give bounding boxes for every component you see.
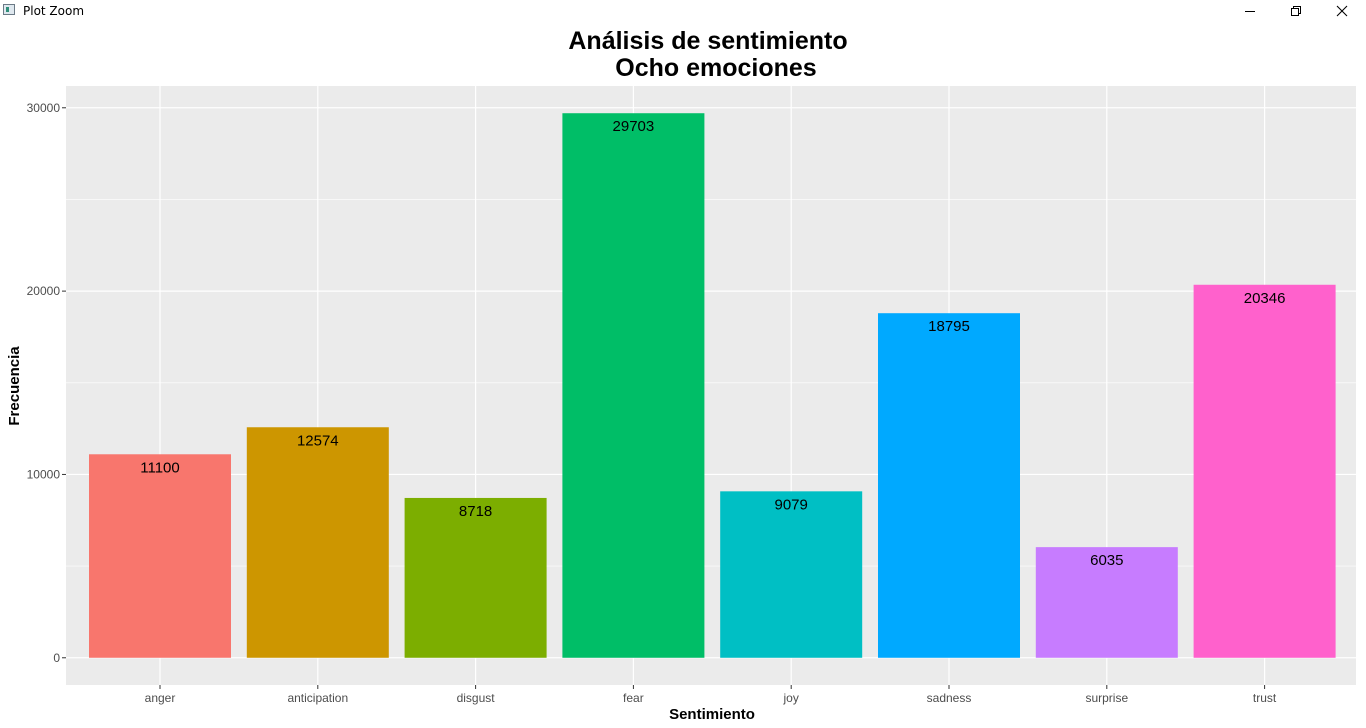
chart-title: Análisis de sentimiento	[568, 27, 847, 55]
y-tick-label: 30000	[27, 101, 61, 115]
data-label: 18795	[928, 318, 970, 335]
bar-chart: 11100 12574 8718 29703 9079 18795 6035 20346 0 10…	[6, 27, 1356, 723]
minimize-icon	[1245, 11, 1255, 12]
bar-sadness	[878, 313, 1020, 658]
data-label: 8718	[459, 503, 492, 520]
y-axis-title: Frecuencia	[6, 346, 23, 426]
y-tick-label: 10000	[27, 467, 61, 481]
bar-joy	[720, 491, 863, 658]
restore-icon	[1291, 6, 1301, 16]
app-icon	[3, 4, 15, 15]
x-tick-label: joy	[783, 691, 799, 705]
bar-disgust	[404, 497, 547, 658]
window-titlebar: Plot Zoom	[0, 0, 1366, 22]
bar-anger	[89, 454, 231, 658]
x-tick-label: anticipation	[287, 691, 348, 705]
x-tick-label: anger	[145, 691, 176, 705]
y-tick-label: 0	[53, 651, 60, 665]
restore-button[interactable]	[1273, 0, 1319, 22]
bar-fear	[562, 113, 705, 658]
bar-trust	[1193, 284, 1336, 658]
chart-subtitle: Ocho emociones	[615, 54, 816, 82]
close-icon	[1336, 5, 1348, 17]
y-tick-label: 20000	[27, 284, 61, 298]
x-tick-label: trust	[1253, 691, 1277, 705]
x-tick-label: fear	[623, 691, 644, 705]
data-label: 29703	[613, 118, 655, 135]
data-label: 20346	[1244, 290, 1286, 307]
x-tick-label: sadness	[927, 691, 972, 705]
window-title: Plot Zoom	[23, 4, 85, 18]
data-label: 6035	[1090, 552, 1123, 569]
bar-surprise	[1035, 547, 1178, 658]
data-label: 9079	[775, 496, 808, 513]
x-tick-label: surprise	[1085, 691, 1128, 705]
minimize-button[interactable]	[1227, 0, 1273, 22]
data-label: 11100	[140, 459, 180, 476]
x-tick-label: disgust	[457, 691, 496, 705]
close-button[interactable]	[1319, 0, 1365, 22]
x-axis-title: Sentimiento	[669, 706, 755, 723]
data-label: 12574	[297, 432, 339, 449]
bar-anticipation	[246, 427, 389, 658]
